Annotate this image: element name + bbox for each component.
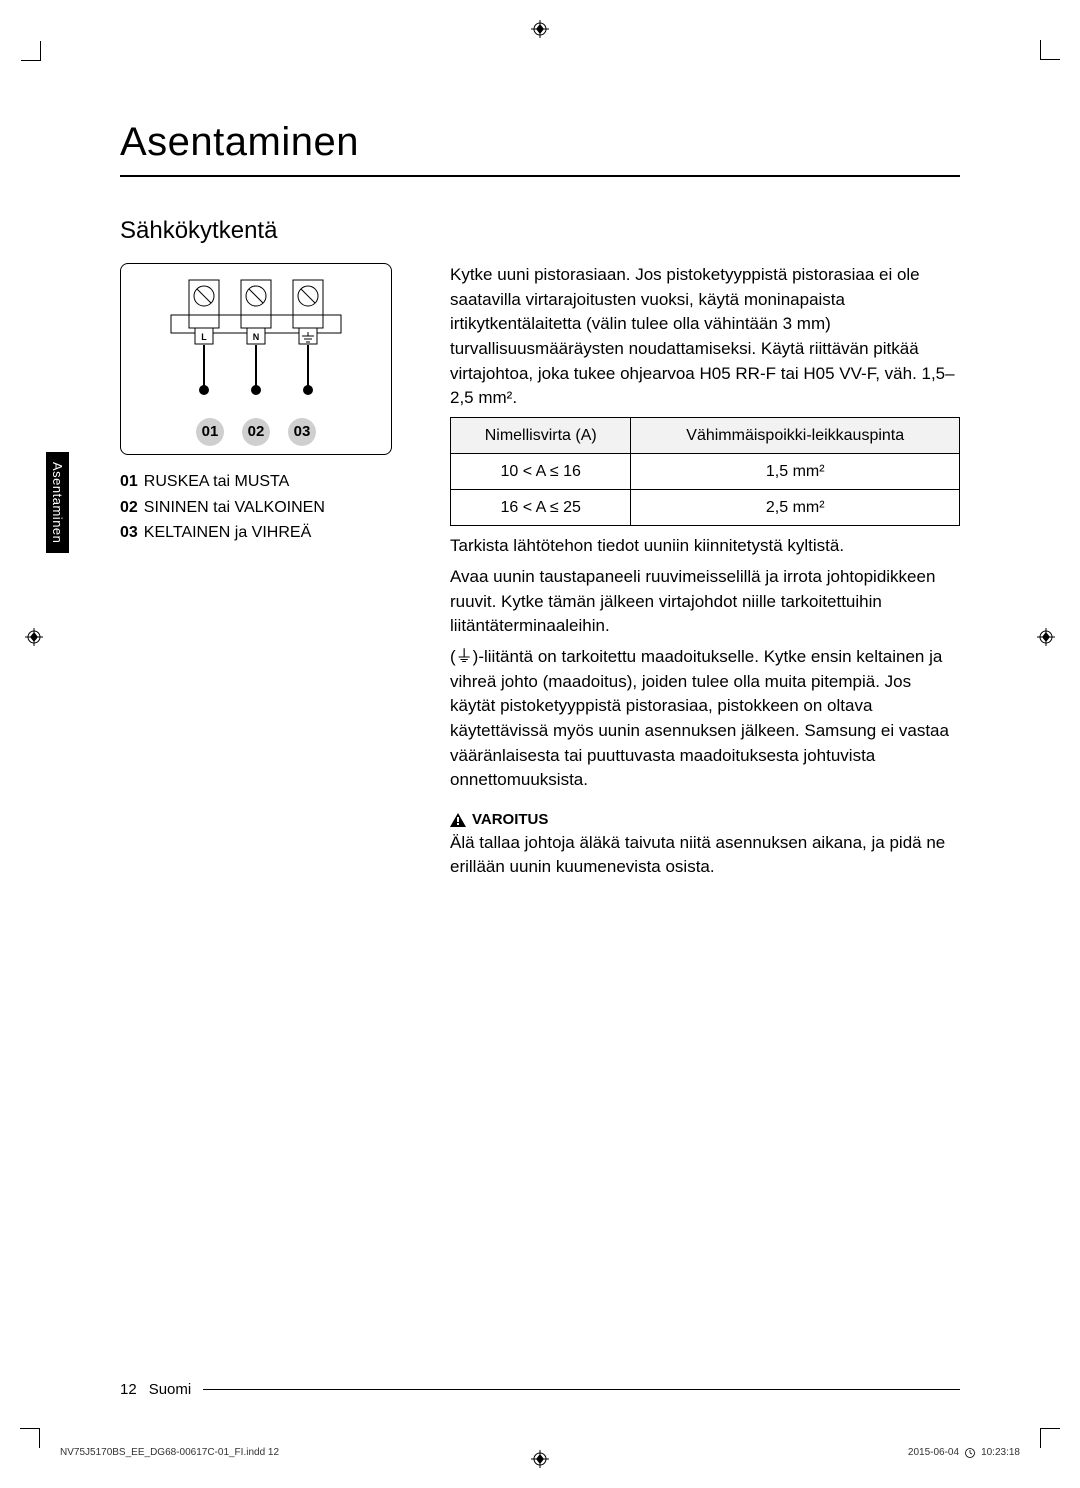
diagram-badge: 01 <box>196 418 224 446</box>
imprint-timestamp: 2015-06-04 10:23:18 <box>908 1447 1020 1458</box>
footer-language: Suomi <box>149 1381 192 1398</box>
legend: 01RUSKEA tai MUSTA 02SININEN tai VALKOIN… <box>120 469 420 546</box>
terminal-block-icon: L N <box>151 270 361 420</box>
body-text: Avaa uunin taustapaneeli ruuvimeisselill… <box>450 565 960 639</box>
registration-mark-icon <box>25 628 43 646</box>
table-row: 10 < A ≤ 16 1,5 mm² <box>451 454 960 490</box>
clock-icon <box>965 1448 975 1458</box>
wiring-diagram: L N <box>120 263 392 455</box>
warning-triangle-icon <box>450 813 466 827</box>
imprint-filename: NV75J5170BS_EE_DG68-00617C-01_FI.indd 12 <box>60 1447 279 1458</box>
table-row: 16 < A ≤ 25 2,5 mm² <box>451 490 960 526</box>
terminal-label: N <box>253 332 260 342</box>
warning-text: Älä tallaa johtoja äläkä taivuta niitä a… <box>450 831 960 880</box>
page-title: Asentaminen <box>120 120 960 165</box>
legend-row: 02SININEN tai VALKOINEN <box>120 495 420 521</box>
crop-mark <box>20 1428 40 1448</box>
terminal-label: L <box>201 332 207 342</box>
crop-mark <box>1040 1428 1060 1448</box>
registration-mark-icon <box>531 1450 549 1468</box>
diagram-badge: 02 <box>242 418 270 446</box>
body-text: (⏚)-liitäntä on tarkoitettu maadoituksel… <box>450 645 960 793</box>
registration-mark-icon <box>1037 628 1055 646</box>
spec-table: Nimellisvirta (A) Vähimmäispoikki-leikka… <box>450 417 960 527</box>
legend-row: 03KELTAINEN ja VIHREÄ <box>120 520 420 546</box>
section-subtitle: Sähkökytkentä <box>120 217 960 245</box>
body-text: Tarkista lähtötehon tiedot uuniin kiinni… <box>450 534 960 559</box>
title-rule <box>120 175 960 177</box>
table-header: Vähimmäispoikki-leikkauspinta <box>631 417 960 453</box>
legend-row: 01RUSKEA tai MUSTA <box>120 469 420 495</box>
body-text: Kytke uuni pistorasiaan. Jos pistoketyyp… <box>450 263 960 411</box>
page-number: 12 <box>120 1381 137 1398</box>
crop-mark <box>1040 40 1060 60</box>
page-footer: 12 Suomi <box>120 1381 960 1398</box>
registration-mark-icon <box>531 20 549 38</box>
table-header: Nimellisvirta (A) <box>451 417 631 453</box>
warning-heading: VAROITUS <box>450 809 960 831</box>
footer-rule <box>203 1389 960 1390</box>
crop-mark <box>20 40 41 61</box>
diagram-badge: 03 <box>288 418 316 446</box>
